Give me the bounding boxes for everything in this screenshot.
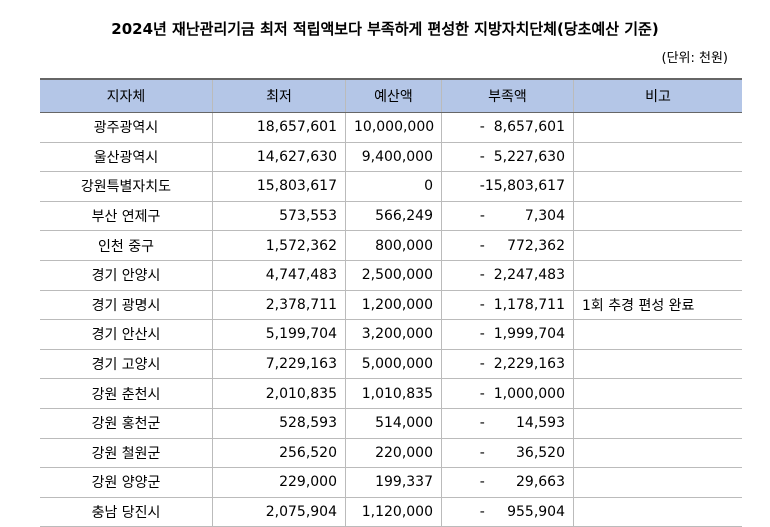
table-row: 강원 홍천군 528,593 514,000- 14,593: [40, 407, 742, 439]
table-cell: 1,120,000: [345, 496, 442, 527]
table-cell: - 772,362: [441, 230, 574, 261]
table-row: 충남 당진시 2,075,904 1,120,000- 955,904: [40, 496, 742, 527]
table-cell: 1,572,362: [212, 230, 346, 261]
table-cell: 경기 안양시: [40, 259, 213, 291]
table-cell: [573, 407, 742, 439]
table-cell: 경기 고양시: [40, 348, 213, 380]
table-cell: [573, 378, 742, 409]
table-cell: [573, 259, 742, 291]
table-cell: 경기 광명시: [40, 289, 213, 321]
table-row: 부산 연제구 573,553 566,249- 7,304: [40, 200, 742, 232]
deficit-table: 지자체 최저 예산액 부족액 비고 광주광역시 18,657,601 10,000,000-…: [40, 78, 742, 527]
table-cell: [573, 437, 742, 469]
table-cell: - 14,593: [441, 407, 574, 439]
table-row: 인천 중구 1,572,362 800,000- 772,362: [40, 230, 742, 261]
title: 2024년 재난관리기금 최저 적립액보다 부족하게 편성한 지방자치단체(당초…: [111, 20, 659, 38]
table-cell: 광주광역시: [40, 112, 213, 143]
table-row: 경기 안양시 4,747,483 2,500,000- 2,247,483: [40, 259, 742, 291]
table-cell: 부산 연제구: [40, 200, 213, 232]
table-cell: 강원 홍천군: [40, 407, 213, 439]
table-cell: [573, 348, 742, 380]
table-cell: 4,747,483: [212, 259, 346, 291]
table-cell: 5,000,000: [345, 348, 442, 380]
table-cell: 인천 중구: [40, 230, 213, 261]
header-row: 지자체 최저 예산액 부족액 비고: [40, 78, 742, 113]
table-cell: [573, 467, 742, 498]
table-cell: 1,200,000: [345, 289, 442, 321]
table-cell: 강원 양양군: [40, 467, 213, 498]
table-cell: - 8,657,601: [441, 112, 574, 143]
table-row: 광주광역시 18,657,601 10,000,000- 8,657,601: [40, 112, 742, 143]
table-cell: 1,010,835: [345, 378, 442, 409]
table-row: 울산광역시 14,627,630 9,400,000- 5,227,630: [40, 141, 742, 173]
table-cell: [573, 496, 742, 527]
table-cell: 7,229,163: [212, 348, 346, 380]
table-cell: - 955,904: [441, 496, 574, 527]
table-cell: - 1,178,711: [441, 289, 574, 321]
table-cell: 9,400,000: [345, 141, 442, 173]
table-row: 강원 양양군 229,000 199,337- 29,663: [40, 467, 742, 498]
table-row: 강원 철원군 256,520 220,000- 36,520: [40, 437, 742, 469]
table-cell: 14,627,630: [212, 141, 346, 173]
table-cell: 0: [345, 171, 442, 202]
table-cell: 1회 추경 편성 완료: [573, 289, 742, 321]
table-row: 경기 광명시 2,378,711 1,200,000- 1,178,711 1회 추경…: [40, 289, 742, 321]
column-header: 지자체: [40, 78, 213, 113]
column-header: 예산액: [345, 78, 442, 113]
table-cell: 3,200,000: [345, 319, 442, 350]
table-cell: 15,803,617: [212, 171, 346, 202]
table-cell: 울산광역시: [40, 141, 213, 173]
table-cell: 강원 춘천시: [40, 378, 213, 409]
table-cell: 2,500,000: [345, 259, 442, 291]
table-cell: [573, 200, 742, 232]
unit-note: (단위: 천원): [661, 51, 729, 66]
column-header: 부족액: [441, 78, 574, 113]
table-cell: 2,010,835: [212, 378, 346, 409]
table-cell: 2,378,711: [212, 289, 346, 321]
table-cell: 800,000: [345, 230, 442, 261]
table-cell: - 2,229,163: [441, 348, 574, 380]
table-cell: [573, 230, 742, 261]
table-cell: 566,249: [345, 200, 442, 232]
table-cell: -15,803,617: [441, 171, 574, 202]
table-cell: - 5,227,630: [441, 141, 574, 173]
table-cell: 229,000: [212, 467, 346, 498]
table-cell: 강원 철원군: [40, 437, 213, 469]
table-body: 광주광역시 18,657,601 10,000,000- 8,657,601 울산광역…: [40, 112, 742, 527]
table-cell: 18,657,601: [212, 112, 346, 143]
table-cell: 5,199,704: [212, 319, 346, 350]
table-cell: 528,593: [212, 407, 346, 439]
table-cell: 199,337: [345, 467, 442, 498]
table-row: 강원 춘천시 2,010,835 1,010,835- 1,000,000: [40, 378, 742, 409]
table-cell: [573, 141, 742, 173]
table-cell: [573, 112, 742, 143]
table-row: 경기 고양시 7,229,163 5,000,000- 2,229,163: [40, 348, 742, 380]
table-cell: - 1,999,704: [441, 319, 574, 350]
table-cell: - 1,000,000: [441, 378, 574, 409]
table-cell: [573, 171, 742, 202]
table-cell: - 7,304: [441, 200, 574, 232]
table-cell: [573, 319, 742, 350]
table-cell: 경기 안산시: [40, 319, 213, 350]
table-cell: - 29,663: [441, 467, 574, 498]
table-row: 경기 안산시 5,199,704 3,200,000- 1,999,704: [40, 319, 742, 350]
table-row: 강원특별자치도 15,803,617 0 -15,803,617: [40, 171, 742, 202]
table-cell: 강원특별자치도: [40, 171, 213, 202]
table-cell: 2,075,904: [212, 496, 346, 527]
table-cell: 514,000: [345, 407, 442, 439]
column-header: 최저: [212, 78, 346, 113]
table-cell: 573,553: [212, 200, 346, 232]
table-cell: 충남 당진시: [40, 496, 213, 527]
table-cell: 10,000,000: [345, 112, 442, 143]
column-header: 비고: [573, 78, 742, 113]
table-cell: 220,000: [345, 437, 442, 469]
table-cell: - 36,520: [441, 437, 574, 469]
table-cell: 256,520: [212, 437, 346, 469]
table-cell: - 2,247,483: [441, 259, 574, 291]
